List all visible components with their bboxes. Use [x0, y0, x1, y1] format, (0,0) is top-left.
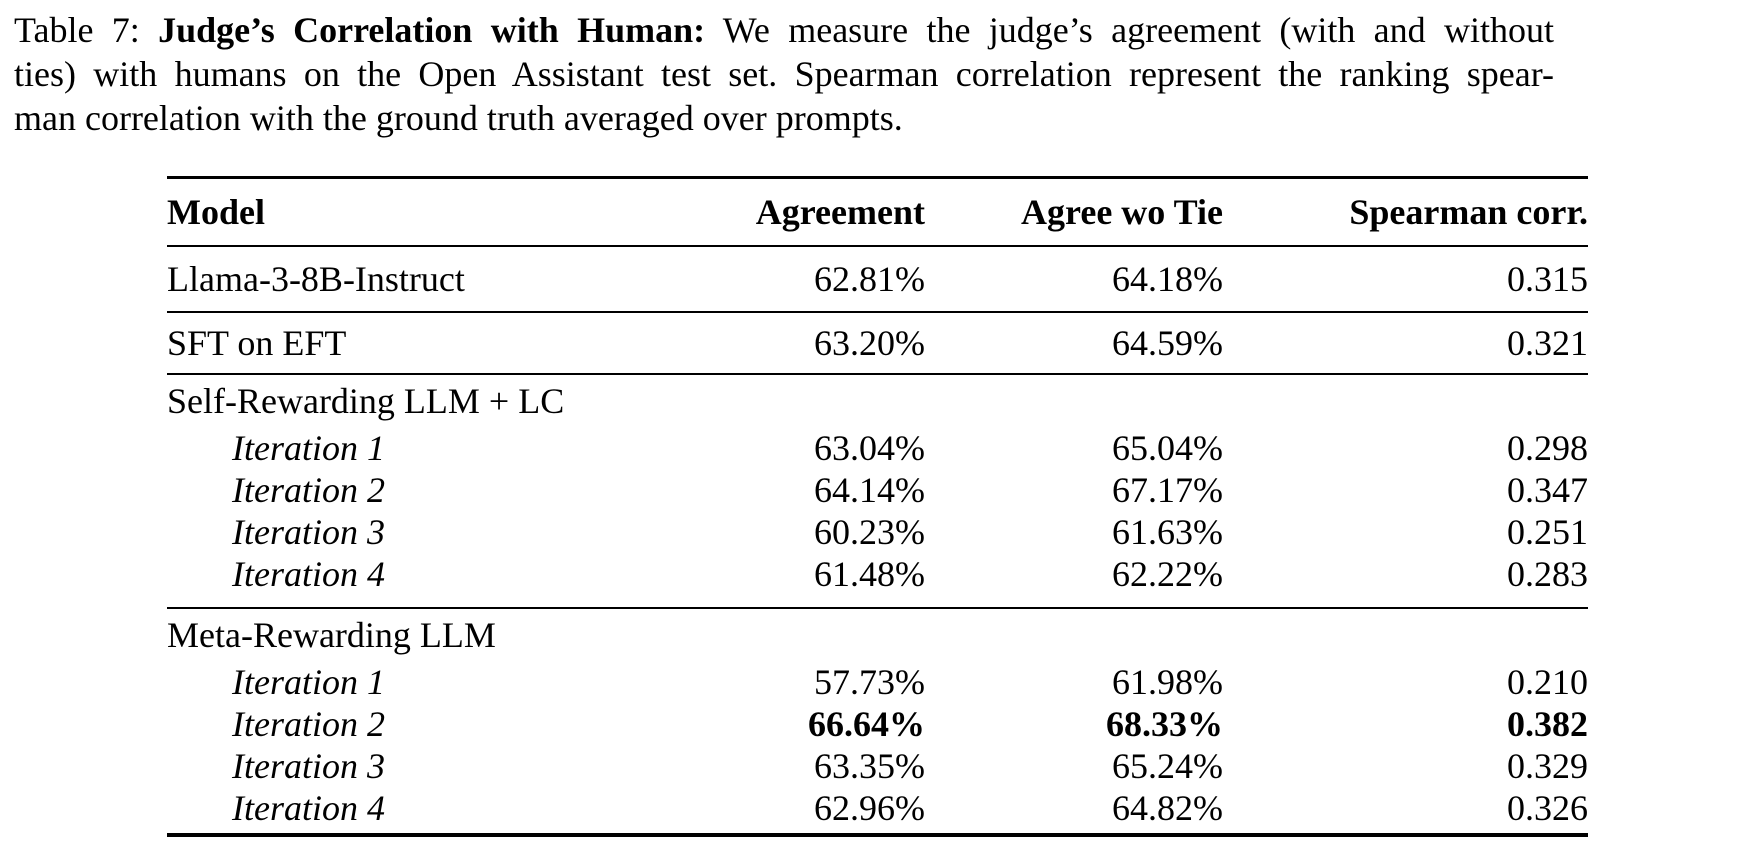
model-cell: Iteration 4: [232, 788, 385, 828]
table-row-self-iteration-3: Iteration 3 60.23% 61.63% 0.251: [167, 511, 1588, 553]
model-cell: Iteration 1: [232, 662, 385, 702]
empty-cell: [607, 374, 925, 427]
empty-cell: [607, 608, 925, 661]
model-cell: Iteration 3: [232, 512, 385, 552]
header-agreement: Agreement: [755, 192, 925, 232]
agree-wo-tie-cell: 65.24%: [1112, 746, 1223, 786]
model-cell: Llama-3-8B-Instruct: [167, 259, 465, 299]
spearman-cell: 0.382: [1507, 704, 1588, 744]
agreement-cell: 61.48%: [814, 554, 925, 594]
agree-wo-tie-cell: 64.59%: [1112, 323, 1223, 363]
agreement-cell: 63.04%: [814, 428, 925, 468]
spearman-cell: 0.251: [1507, 512, 1588, 552]
agree-wo-tie-cell: 64.18%: [1112, 259, 1223, 299]
agreement-cell: 62.81%: [814, 259, 925, 299]
table-row-self-iteration-2: Iteration 2 64.14% 67.17% 0.347: [167, 469, 1588, 511]
spearman-cell: 0.283: [1507, 554, 1588, 594]
table-row-meta-iteration-4: Iteration 4 62.96% 64.82% 0.326: [167, 787, 1588, 835]
header-model: Model: [167, 192, 265, 232]
table-caption: Table 7: Judge’s Correlation with Human:…: [14, 8, 1554, 140]
agree-wo-tie-cell: 61.63%: [1112, 512, 1223, 552]
agreement-cell: 66.64%: [808, 704, 925, 744]
caption-title-bold: Judge’s Correlation with Human:: [158, 10, 706, 50]
spearman-cell: 0.210: [1507, 662, 1588, 702]
agree-wo-tie-cell: 64.82%: [1112, 788, 1223, 828]
table-row-llama-3-8b-instruct: Llama-3-8B-Instruct 62.81% 64.18% 0.315: [167, 246, 1588, 312]
agree-wo-tie-cell: 61.98%: [1112, 662, 1223, 702]
model-cell: Iteration 1: [232, 428, 385, 468]
agree-wo-tie-cell: 62.22%: [1112, 554, 1223, 594]
spearman-cell: 0.315: [1507, 259, 1588, 299]
table-row-self-iteration-1: Iteration 1 63.04% 65.04% 0.298: [167, 427, 1588, 469]
agreement-cell: 63.20%: [814, 323, 925, 363]
model-cell: SFT on EFT: [167, 323, 347, 363]
empty-cell: [925, 374, 1223, 427]
spearman-cell: 0.326: [1507, 788, 1588, 828]
table-row-meta-iteration-2: Iteration 2 66.64% 68.33% 0.382: [167, 703, 1588, 745]
agree-wo-tie-cell: 67.17%: [1112, 470, 1223, 510]
agreement-cell: 63.35%: [814, 746, 925, 786]
agree-wo-tie-cell: 68.33%: [1106, 704, 1223, 744]
results-table: Model Agreement Agree wo Tie Spearman co…: [167, 176, 1588, 837]
section-label: Self-Rewarding LLM + LC: [167, 381, 565, 421]
model-cell: Iteration 2: [232, 470, 385, 510]
table-row-sft-on-eft: SFT on EFT 63.20% 64.59% 0.321: [167, 312, 1588, 374]
model-cell: Iteration 4: [232, 554, 385, 594]
empty-cell: [1223, 608, 1588, 661]
agreement-cell: 57.73%: [814, 662, 925, 702]
empty-cell: [925, 608, 1223, 661]
caption-line-1-rest: We measure the judge’s agreement (with a…: [705, 10, 1554, 50]
header-agree-wo-tie: Agree wo Tie: [1021, 192, 1223, 232]
empty-cell: [1223, 374, 1588, 427]
spearman-cell: 0.329: [1507, 746, 1588, 786]
table-row-self-iteration-4: Iteration 4 61.48% 62.22% 0.283: [167, 553, 1588, 608]
table-row-meta-iteration-3: Iteration 3 63.35% 65.24% 0.329: [167, 745, 1588, 787]
spearman-cell: 0.298: [1507, 428, 1588, 468]
section-row-meta-rewarding-llm: Meta-Rewarding LLM: [167, 608, 1588, 661]
section-label: Meta-Rewarding LLM: [167, 615, 496, 655]
caption-line-1: Table 7: Judge’s Correlation with Human:…: [14, 8, 1554, 52]
section-row-self-rewarding-llm-lc: Self-Rewarding LLM + LC: [167, 374, 1588, 427]
spearman-cell: 0.321: [1507, 323, 1588, 363]
header-spearman-corr: Spearman corr.: [1349, 192, 1588, 232]
table-row-meta-iteration-1: Iteration 1 57.73% 61.98% 0.210: [167, 661, 1588, 703]
caption-table-number: Table 7:: [14, 10, 159, 50]
model-cell: Iteration 2: [232, 704, 385, 744]
agreement-cell: 64.14%: [814, 470, 925, 510]
spearman-cell: 0.347: [1507, 470, 1588, 510]
caption-line-3: man correlation with the ground truth av…: [14, 98, 903, 138]
caption-line-2: ties) with humans on the Open Assistant …: [14, 54, 1554, 94]
agree-wo-tie-cell: 65.04%: [1112, 428, 1223, 468]
model-cell: Iteration 3: [232, 746, 385, 786]
table-header-row: Model Agreement Agree wo Tie Spearman co…: [167, 177, 1588, 246]
agreement-cell: 60.23%: [814, 512, 925, 552]
agreement-cell: 62.96%: [814, 788, 925, 828]
